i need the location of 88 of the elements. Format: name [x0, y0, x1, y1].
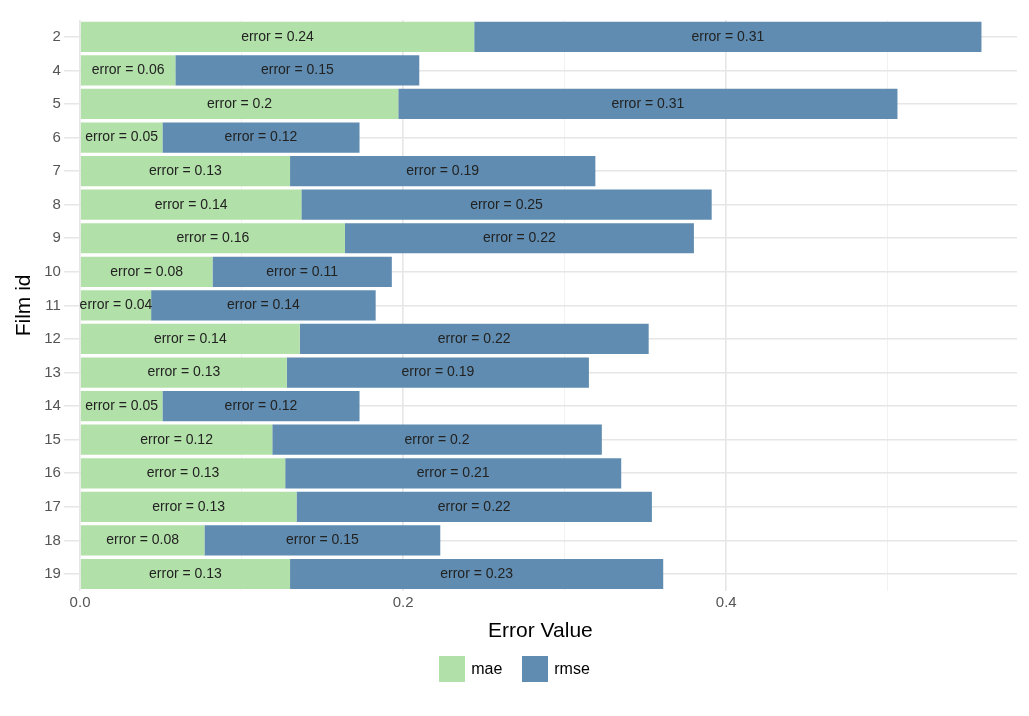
bar: [290, 558, 664, 590]
bar: [290, 155, 596, 187]
bar: [162, 122, 360, 153]
data-label: error = 0.24: [241, 27, 315, 44]
bar: [286, 357, 589, 388]
y-tick-label: 14: [44, 396, 61, 414]
bar: [285, 458, 622, 489]
data-label: error = 0.19: [406, 161, 480, 178]
data-label: error = 0.14: [154, 195, 228, 212]
data-label: error = 0.04: [79, 296, 153, 313]
bar: [272, 424, 602, 455]
data-label: error = 0.13: [146, 464, 220, 481]
y-tick-label: 15: [44, 429, 61, 447]
bar: [296, 491, 652, 522]
data-label: error = 0.12: [140, 430, 214, 447]
y-tick-label: 4: [52, 60, 61, 78]
data-label: error = 0.16: [176, 229, 250, 246]
data-label: error = 0.19: [401, 363, 475, 380]
y-tick-label: 6: [52, 127, 61, 145]
bar: [151, 290, 376, 321]
data-label: error = 0.15: [260, 61, 334, 78]
data-label: error = 0.31: [611, 94, 685, 111]
legend-label: rmse: [554, 660, 590, 678]
data-label: error = 0.22: [437, 329, 511, 346]
data-label: error = 0.25: [470, 195, 544, 212]
y-tick-label: 5: [52, 94, 61, 112]
bar: [398, 88, 898, 120]
y-tick-label: 7: [52, 161, 61, 179]
data-label: error = 0.11: [266, 262, 339, 279]
x-tick-label: 0.2: [392, 592, 414, 610]
data-label: error = 0.13: [149, 161, 223, 178]
bar: [80, 88, 399, 120]
data-label: error = 0.14: [227, 296, 300, 313]
bar: [212, 256, 392, 287]
bar: [299, 323, 649, 355]
y-tick-label: 18: [44, 530, 61, 548]
data-label: error = 0.13: [149, 564, 223, 581]
y-tick-label: 13: [44, 362, 61, 380]
data-label: error = 0.31: [691, 27, 765, 44]
bar: [80, 256, 213, 287]
bar: [80, 558, 291, 590]
data-label: error = 0.22: [483, 229, 557, 246]
bar: [301, 189, 712, 220]
data-label: error = 0.14: [153, 329, 227, 346]
bar: [80, 458, 286, 489]
bar: [344, 223, 694, 254]
y-tick-label: 11: [45, 295, 61, 313]
y-tick-label: 16: [44, 463, 61, 481]
x-axis-title: Error Value: [488, 618, 593, 642]
y-tick-label: 12: [44, 329, 61, 347]
bar: [474, 21, 982, 52]
bar: [204, 525, 441, 556]
y-axis-title: Film id: [11, 274, 35, 337]
data-label: error = 0.05: [85, 128, 159, 145]
bar: [80, 491, 297, 522]
data-label: error = 0.15: [285, 531, 359, 548]
y-tick-label: 8: [52, 194, 61, 212]
data-label: error = 0.22: [437, 497, 511, 514]
data-label: error = 0.06: [91, 61, 165, 78]
bar: [80, 525, 205, 556]
y-tick-label: 9: [52, 228, 61, 246]
data-label: error = 0.08: [106, 531, 180, 548]
bar: [80, 21, 475, 52]
data-label: error = 0.12: [224, 128, 298, 145]
data-label: error = 0.21: [416, 464, 490, 481]
data-label: error = 0.13: [147, 363, 221, 380]
y-tick-label: 2: [52, 26, 61, 44]
x-tick-label: 0.0: [69, 592, 91, 610]
bar: [80, 155, 291, 187]
bar: [80, 189, 302, 220]
data-label: error = 0.2: [207, 94, 273, 111]
y-tick-label: 17: [44, 497, 61, 514]
data-label: error = 0.12: [224, 396, 298, 413]
bar: [162, 391, 360, 422]
legend-label: mae: [471, 660, 503, 678]
data-label: error = 0.05: [85, 396, 159, 413]
bar: [80, 424, 273, 455]
bar: [175, 55, 420, 86]
data-label: error = 0.13: [152, 497, 226, 514]
bar: [80, 357, 287, 388]
data-label: error = 0.2: [404, 430, 470, 447]
bar: [80, 223, 345, 254]
x-tick-label: 0.4: [715, 592, 737, 610]
y-tick-label: 10: [44, 261, 61, 279]
bar: [80, 323, 300, 355]
data-label: error = 0.23: [440, 564, 514, 581]
data-label: error = 0.08: [110, 262, 184, 279]
y-tick-label: 19: [44, 564, 61, 582]
